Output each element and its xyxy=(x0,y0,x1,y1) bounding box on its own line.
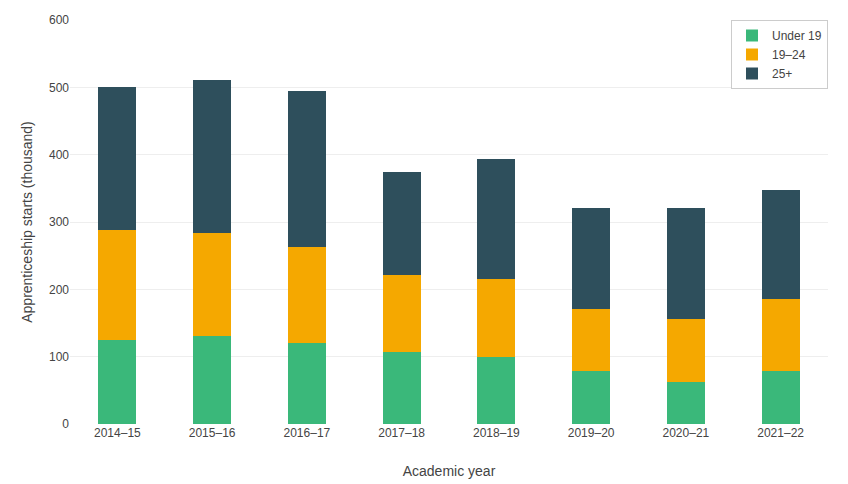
svg-text:500: 500 xyxy=(49,81,69,95)
svg-text:25+: 25+ xyxy=(772,67,792,81)
svg-text:Academic year: Academic year xyxy=(403,463,496,479)
svg-text:2019–20: 2019–20 xyxy=(568,426,615,440)
svg-text:Apprenticeship starts (thousan: Apprenticeship starts (thousand) xyxy=(19,121,35,323)
svg-text:2021–22: 2021–22 xyxy=(757,426,804,440)
svg-text:19–24: 19–24 xyxy=(772,48,806,62)
svg-text:Under 19: Under 19 xyxy=(772,29,822,43)
svg-text:200: 200 xyxy=(49,283,69,297)
svg-text:0: 0 xyxy=(62,417,69,431)
svg-text:100: 100 xyxy=(49,350,69,364)
svg-text:2018–19: 2018–19 xyxy=(473,426,520,440)
svg-text:2015–16: 2015–16 xyxy=(189,426,236,440)
svg-text:2016–17: 2016–17 xyxy=(284,426,331,440)
svg-text:400: 400 xyxy=(49,148,69,162)
svg-text:2017–18: 2017–18 xyxy=(378,426,425,440)
svg-text:2014–15: 2014–15 xyxy=(94,426,141,440)
svg-text:2020–21: 2020–21 xyxy=(663,426,710,440)
svg-text:600: 600 xyxy=(49,13,69,27)
svg-text:300: 300 xyxy=(49,215,69,229)
